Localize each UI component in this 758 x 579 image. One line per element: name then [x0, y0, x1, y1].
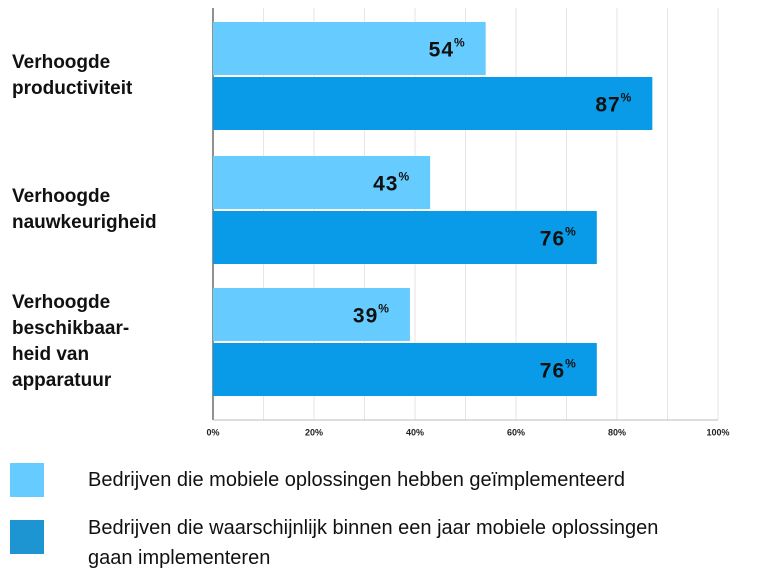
category-label: Verhoogde — [12, 292, 110, 313]
value-label: 54% — [429, 36, 466, 61]
category-label: heid van — [12, 344, 89, 365]
category-label: productiviteit — [12, 78, 133, 99]
value-unit: % — [621, 91, 633, 105]
value-label: 87% — [595, 91, 632, 116]
bar — [213, 288, 410, 341]
category-label: beschikbaar- — [12, 318, 129, 339]
bar — [213, 343, 597, 396]
value-unit: % — [565, 357, 577, 371]
legend-swatch — [10, 520, 44, 554]
value-number: 39 — [353, 304, 378, 327]
x-tick-label: 100% — [706, 427, 729, 437]
category-label: nauwkeurigheid — [12, 212, 157, 233]
value-label: 76% — [540, 225, 577, 250]
x-tick-label: 0% — [206, 427, 219, 437]
x-tick-label: 40% — [406, 427, 424, 437]
category-label: Verhoogde — [12, 186, 110, 207]
legend-swatch — [10, 463, 44, 497]
bar — [213, 22, 486, 75]
value-unit: % — [398, 170, 410, 184]
legend-label: Bedrijven die mobiele oplossingen hebben… — [88, 469, 626, 491]
bar — [213, 156, 431, 209]
value-number: 76 — [540, 359, 565, 382]
category-label: apparatuur — [12, 370, 112, 391]
value-number: 87 — [595, 93, 620, 116]
value-number: 43 — [373, 172, 398, 195]
category-label: Verhoogde — [12, 52, 110, 73]
x-tick-label: 20% — [305, 427, 323, 437]
bar — [213, 77, 653, 130]
value-label: 43% — [373, 170, 410, 195]
value-number: 54 — [429, 38, 454, 61]
bar — [213, 211, 597, 264]
value-label: 76% — [540, 357, 577, 382]
x-tick-label: 80% — [608, 427, 626, 437]
value-number: 76 — [540, 227, 565, 250]
legend-label: Bedrijven die waarschijnlijk binnen een … — [88, 517, 659, 569]
value-unit: % — [565, 225, 577, 239]
value-label: 39% — [353, 302, 390, 327]
x-tick-label: 60% — [507, 427, 525, 437]
value-unit: % — [378, 302, 390, 316]
value-unit: % — [454, 36, 466, 50]
